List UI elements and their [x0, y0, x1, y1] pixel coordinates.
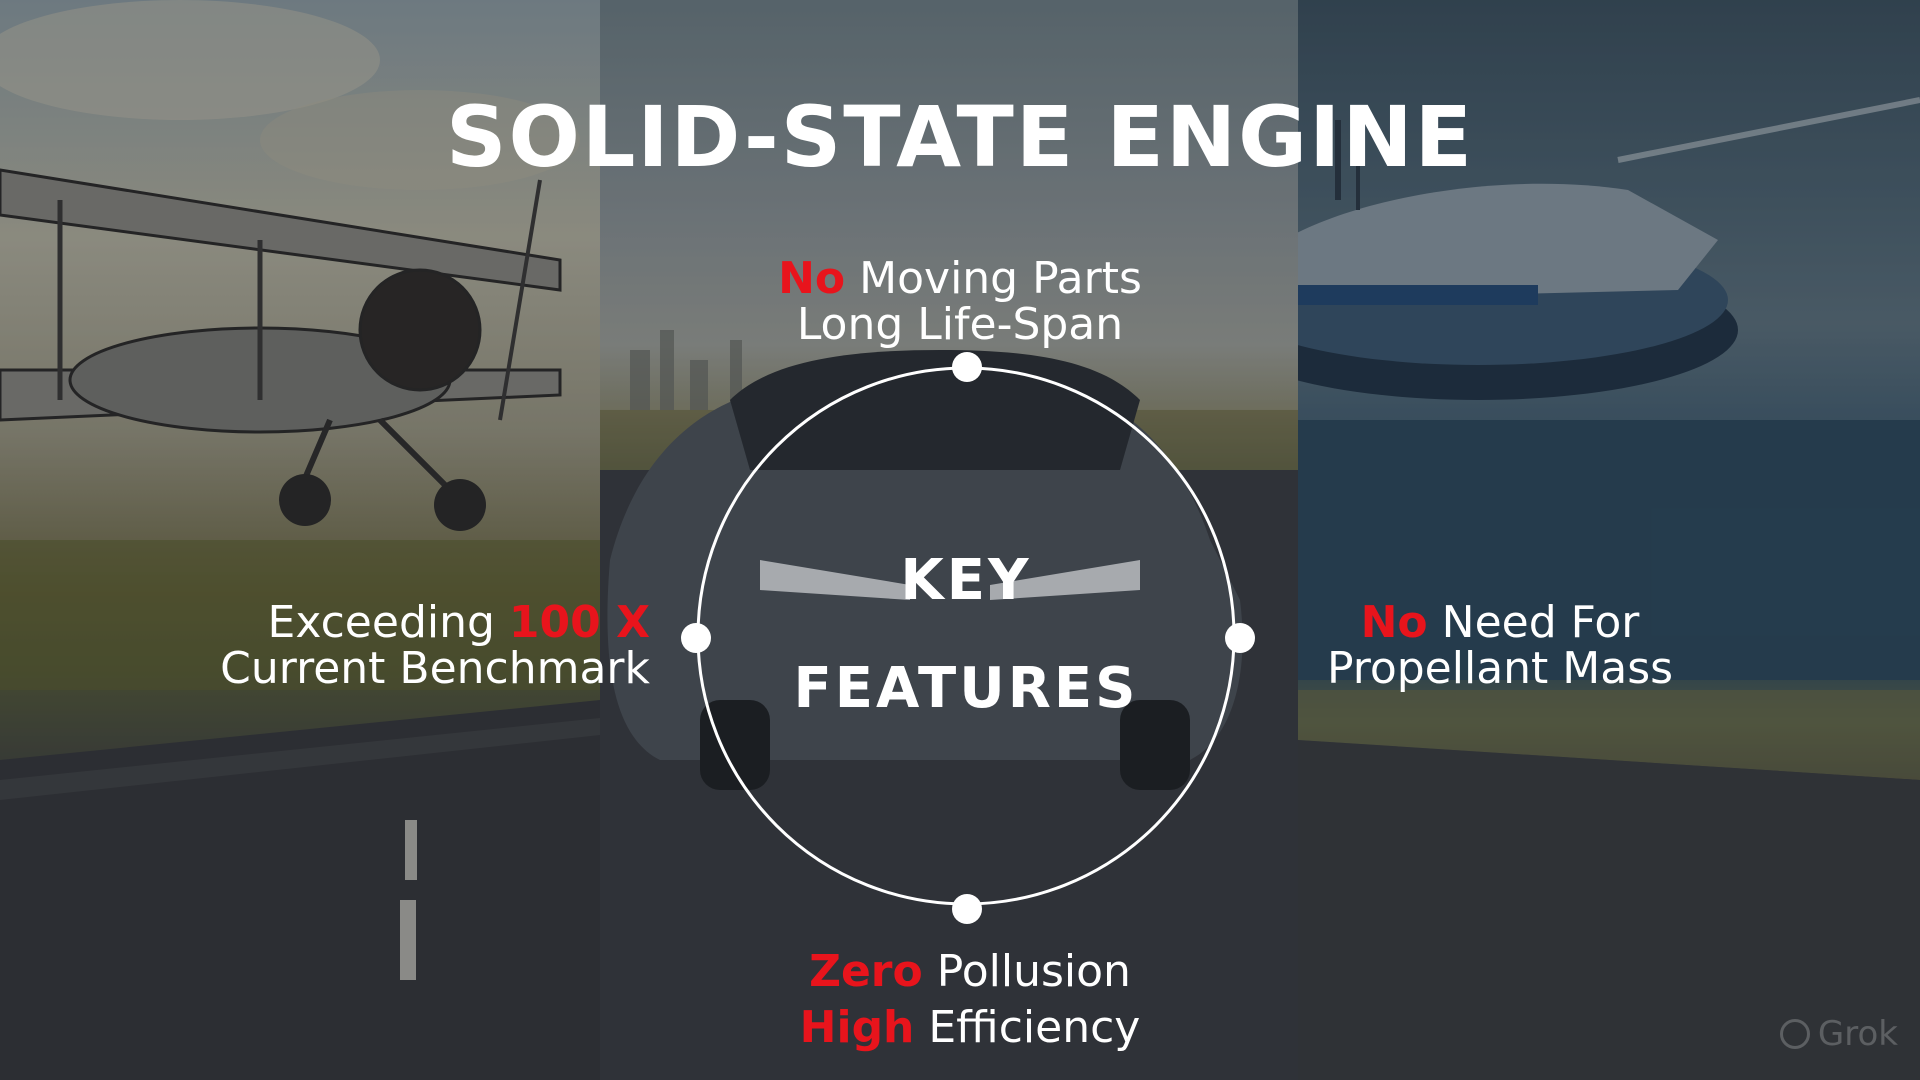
feature-bottom-line2-text: Efficiency: [914, 1002, 1141, 1053]
feature-top-line1-text: Moving Parts: [845, 253, 1142, 304]
feature-top-line2: Long Life-Span: [796, 299, 1124, 350]
watermark: Grok: [1779, 1014, 1898, 1054]
feature-bottom-line2: High Efficiency: [690, 1000, 1250, 1056]
feature-top: No Moving Parts Long Life-Span: [690, 256, 1230, 348]
ring-dot-right: [1225, 623, 1255, 653]
center-label-features: FEATURES: [793, 656, 1139, 721]
feature-bottom-highlight-1: Zero: [809, 946, 923, 997]
feature-left-line1-text: Exceeding: [267, 597, 509, 648]
feature-right-highlight: No: [1360, 597, 1428, 648]
feature-bottom-highlight-2: High: [799, 1002, 915, 1053]
feature-right-line1-text: Need For: [1427, 597, 1640, 648]
feature-right: No Need For Propellant Mass: [1290, 600, 1710, 692]
watermark-text: Grok: [1817, 1014, 1898, 1054]
feature-top-line1: No Moving Parts: [690, 256, 1230, 302]
ring-dot-bottom: [952, 894, 982, 924]
car-image: [600, 0, 1298, 1080]
ring-dot-left: [681, 623, 711, 653]
center-label-key: KEY: [900, 548, 1032, 613]
feature-left-highlight: 100 X: [508, 597, 650, 648]
flying-ship-image: [1298, 0, 1920, 1080]
feature-bottom-line1-text: Pollusion: [922, 946, 1131, 997]
key-features-ring: [696, 366, 1236, 906]
feature-left: Exceeding 100 X Current Benchmark: [140, 600, 650, 692]
feature-bottom-line1: Zero Pollusion: [690, 944, 1250, 1000]
feature-right-line1: No Need For: [1290, 600, 1710, 646]
ring-dot-top: [952, 352, 982, 382]
feature-right-line2: Propellant Mass: [1326, 643, 1674, 694]
feature-bottom: Zero Pollusion High Efficiency: [690, 944, 1250, 1056]
feature-left-line1: Exceeding 100 X: [140, 600, 650, 646]
slide-title: SOLID-STATE ENGINE: [445, 88, 1475, 186]
biplane-image: [0, 0, 600, 1080]
grok-logo-icon: [1779, 1019, 1810, 1049]
feature-left-line2: Current Benchmark: [220, 643, 650, 694]
feature-top-highlight: No: [778, 253, 846, 304]
